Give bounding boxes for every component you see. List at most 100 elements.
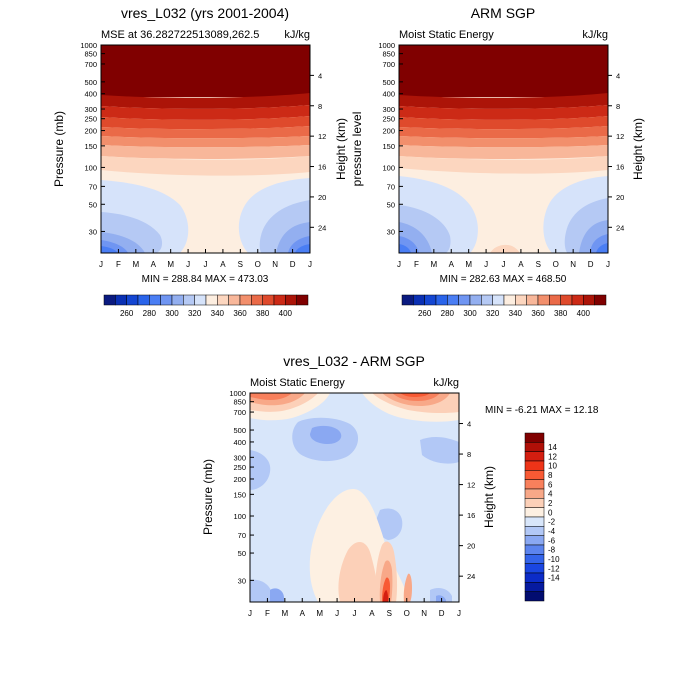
panel-model-xtick-label: D <box>290 260 296 269</box>
panel-diff-title: vres_L032 - ARM SGP <box>283 353 425 369</box>
panel-diff-colorbar-label: -6 <box>548 536 556 545</box>
panel-diff-colorbar-swatch <box>524 432 545 443</box>
panel-diff-xtick-label: J <box>457 609 461 618</box>
panel-model-xtick-label: J <box>99 260 103 269</box>
panel-obs-xtick-label: J <box>606 260 610 269</box>
panel-model-colorbar-swatch <box>239 294 252 306</box>
panel-model-ylabel: Pressure (mb) <box>52 111 66 187</box>
panel-obs-htick-label: 16 <box>616 163 624 172</box>
panel-diff-colorbar-swatch <box>524 442 545 452</box>
panel-model-colorbar-label: 260 <box>120 309 134 318</box>
panel-diff-colorbar-label: -14 <box>548 574 560 583</box>
panel-obs-colorbar: 260 280 300 320 340 360 380 400 <box>401 294 607 318</box>
panel-model-ptick-label: 100 <box>84 163 97 172</box>
panel-diff-colorbar-swatch <box>524 591 545 602</box>
panel-model-colorbar-label: 320 <box>188 309 202 318</box>
panel-diff-colorbar-label: -2 <box>548 518 556 527</box>
panel-diff-colorbar-swatch <box>524 451 545 462</box>
panel-model-colorbar-swatch <box>273 294 286 306</box>
panel-diff: vres_L032 - ARM SGP Moist Static Energy … <box>201 353 599 618</box>
panel-diff-colorbar-swatch <box>524 488 545 499</box>
panel-diff-htick-label: 8 <box>467 450 471 459</box>
panel-model-colorbar-swatch <box>217 294 229 306</box>
panel-model-ptick-label: 30 <box>89 227 97 236</box>
panel-obs-ptick-label: 850 <box>382 50 395 59</box>
panel-diff-xtick-label: A <box>300 609 306 618</box>
panel-diff-ptick-label: 1000 <box>229 389 246 398</box>
panel-model: vres_L032 (yrs 2001-2004) MSE at 36.2827… <box>52 5 348 318</box>
panel-obs-xtick-label: J <box>397 260 401 269</box>
panel-model-xtick-label: A <box>151 260 157 269</box>
panel-diff-ptick-label: 250 <box>233 463 246 472</box>
panel-model-field <box>101 45 310 253</box>
panel-model-stats: MIN = 288.84 MAX = 473.03 <box>142 274 269 285</box>
panel-obs-htick-label: 4 <box>616 71 620 80</box>
panel-diff-xtick-label: F <box>265 609 270 618</box>
panel-model-colorbar: 260 280 300 320 340 360 380 400 <box>103 294 309 318</box>
panel-diff-colorbar-swatch <box>524 563 545 574</box>
panel-obs-ptick-label: 500 <box>382 78 395 87</box>
panel-obs-title: ARM SGP <box>471 5 536 21</box>
panel-diff-colorbar-label: 0 <box>548 508 553 517</box>
panel-obs-colorbar-swatch <box>469 294 482 306</box>
panel-model-htick-label: 8 <box>318 102 322 111</box>
panel-model-xtick-label: J <box>186 260 190 269</box>
panel-obs-colorbar-label: 280 <box>441 309 455 318</box>
panel-model-xtick-label: A <box>220 260 226 269</box>
panel-obs-colorbar-label: 320 <box>486 309 500 318</box>
panel-model-xtick-label: S <box>238 260 243 269</box>
panel-model-ptick-label: 250 <box>84 115 97 124</box>
panel-model-colorbar-swatch <box>115 294 127 306</box>
panel-model-colorbar-label: 360 <box>233 309 247 318</box>
panel-obs-xtick-label: N <box>570 260 576 269</box>
panel-model-colorbar-swatch <box>205 294 218 306</box>
panel-obs-units: kJ/kg <box>582 29 608 41</box>
panel-obs-colorbar-swatch <box>424 294 437 306</box>
panel-diff-ptick-label: 200 <box>233 475 246 484</box>
panel-obs-xtick-label: O <box>553 260 559 269</box>
panel-obs-colorbar-swatch <box>537 294 550 306</box>
panel-model-colorbar-swatch <box>160 294 173 306</box>
panel-model-colorbar-swatch <box>285 294 297 306</box>
panel-obs-colorbar-swatch <box>413 294 425 306</box>
panel-diff-xtick-label: M <box>281 609 288 618</box>
panel-model-htick-label: 20 <box>318 193 326 202</box>
panel-model-htick-label: 24 <box>318 223 326 232</box>
panel-obs-ptick-label: 300 <box>382 105 395 114</box>
panel-model-ptick-label: 850 <box>84 50 97 59</box>
panel-obs-htick-label: 12 <box>616 132 624 141</box>
panel-diff-colorbar-label: 8 <box>548 471 553 480</box>
panel-diff-xtick-label: O <box>404 609 410 618</box>
panel-diff-colorbar-label: 2 <box>548 499 553 508</box>
panel-diff-ptick-label: 850 <box>233 398 246 407</box>
panel-obs-colorbar-swatch <box>571 294 584 306</box>
panel-diff-htick-label: 20 <box>467 542 475 551</box>
panel-obs-hticks: 4 8 12 16 20 24 <box>608 71 624 232</box>
panel-model-ptick-label: 70 <box>89 182 97 191</box>
panel-obs-colorbar-label: 300 <box>463 309 477 318</box>
panel-model-colorbar-label: 400 <box>279 309 293 318</box>
panel-model-colorbar-swatch <box>149 294 161 306</box>
panel-diff-ptick-label: 150 <box>233 490 246 499</box>
panel-diff-left-label: Moist Static Energy <box>250 377 345 389</box>
panel-obs-colorbar-swatch <box>401 294 414 306</box>
panel-model-ptick-label: 400 <box>84 90 97 99</box>
panel-diff-colorbar-swatch <box>524 460 545 471</box>
panel-model-xtick-label: J <box>308 260 312 269</box>
panel-obs-ylabel-right: Height (km) <box>631 118 645 180</box>
panel-diff-ptick-label: 500 <box>233 426 246 435</box>
panel-obs-left-label: Moist Static Energy <box>399 29 494 41</box>
panel-obs-htick-label: 8 <box>616 102 620 111</box>
panel-model-left-label: MSE at 36.282722513089,262.5 <box>101 29 259 41</box>
panel-obs-xtick-label: F <box>414 260 419 269</box>
panel-diff-xtick-label: A <box>369 609 375 618</box>
panel-diff-colorbar-label: 10 <box>548 462 557 471</box>
panel-diff-colorbar-swatch <box>524 526 545 536</box>
panel-diff-xtick-label: M <box>316 609 323 618</box>
panel-model-units: kJ/kg <box>284 29 310 41</box>
